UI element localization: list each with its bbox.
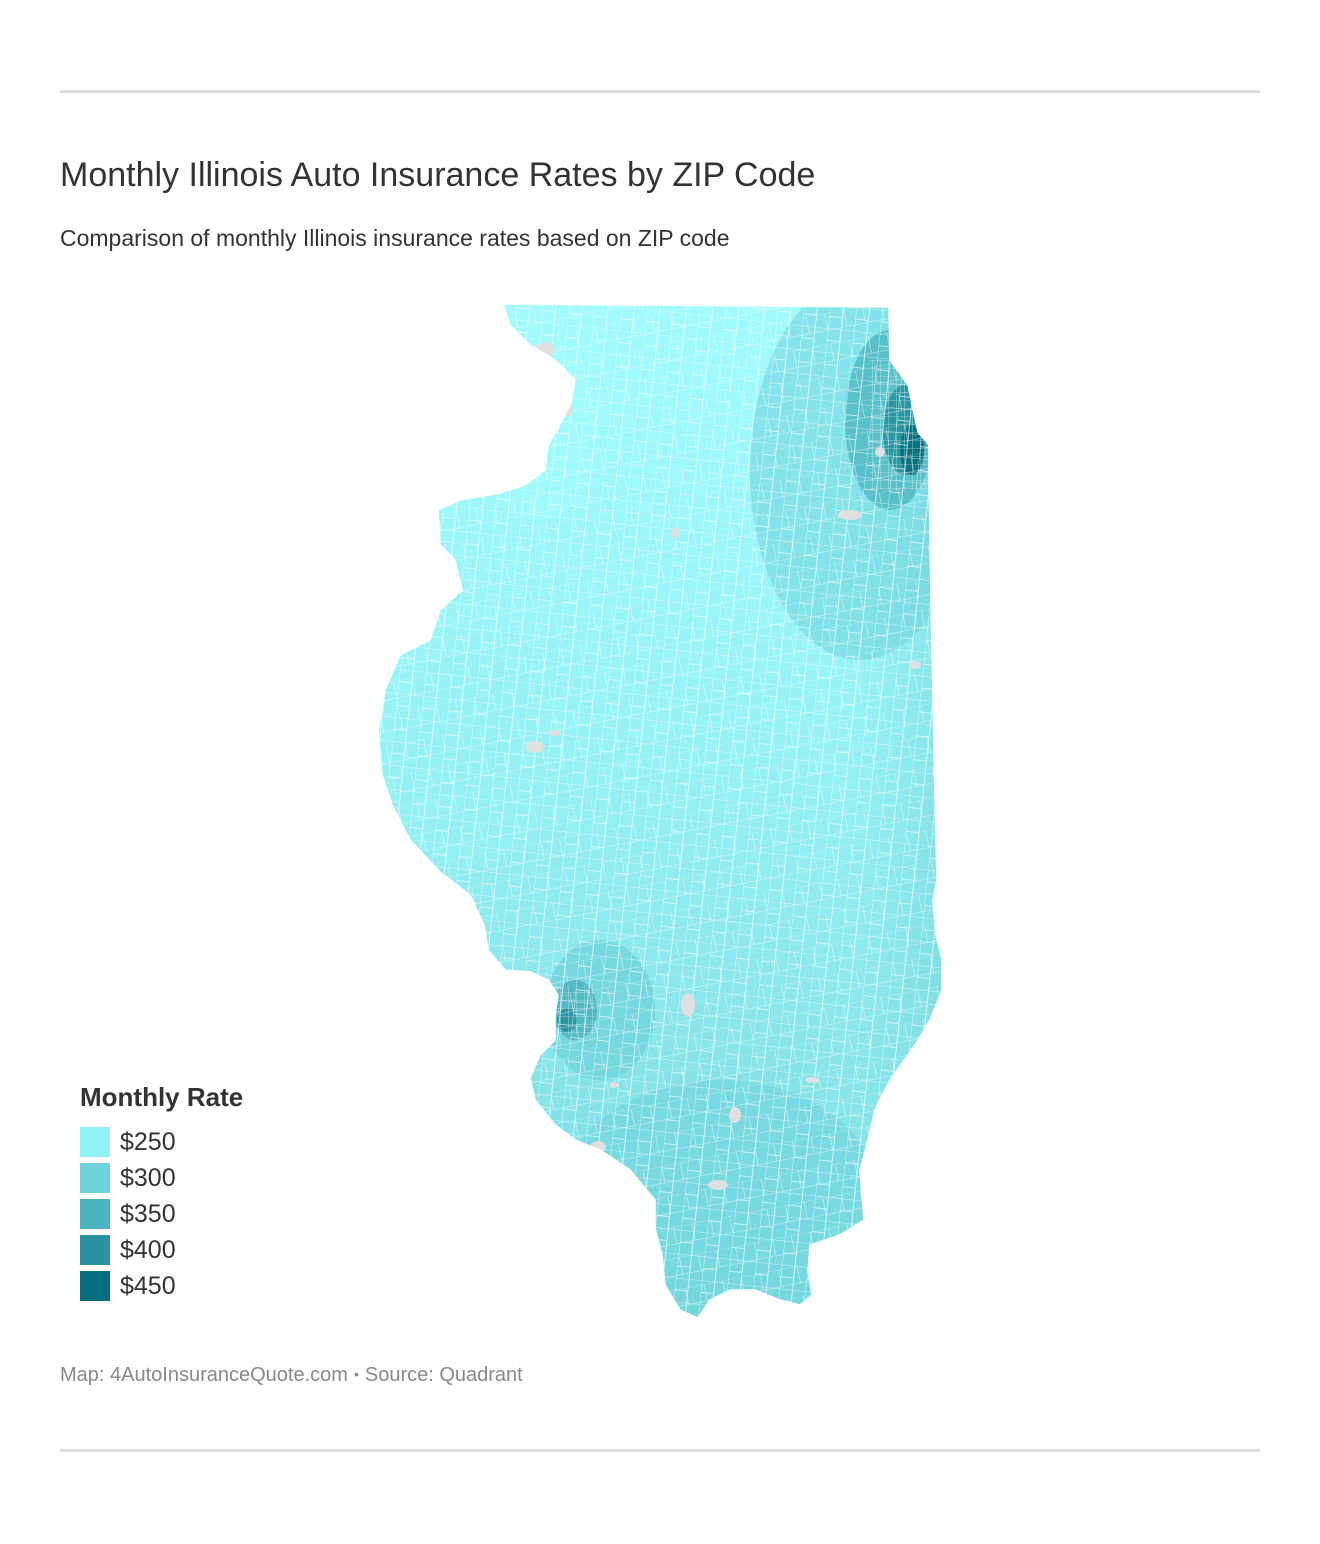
legend-item: $250 — [80, 1124, 340, 1160]
legend-label: $250 — [120, 1127, 176, 1156]
page-subtitle: Comparison of monthly Illinois insurance… — [60, 225, 730, 251]
legend-label: $400 — [120, 1235, 176, 1264]
legend-item: $400 — [80, 1232, 340, 1268]
legend-label: $450 — [120, 1271, 176, 1300]
legend-swatch — [80, 1235, 110, 1265]
legend-label: $350 — [120, 1199, 176, 1228]
legend-swatch — [80, 1271, 110, 1301]
map-credits: Map: 4AutoInsuranceQuote.com • Source: Qua… — [60, 1364, 523, 1387]
page-title: Monthly Illinois Auto Insurance Rates by… — [60, 156, 816, 194]
legend-label: $300 — [120, 1163, 176, 1192]
legend-item: $450 — [80, 1268, 340, 1304]
legend-swatch — [80, 1163, 110, 1193]
source-credit: Source: Quadrant — [364, 1364, 523, 1386]
legend-title: Monthly Rate — [80, 1082, 244, 1112]
map-legend: Monthly Rate $250 $300 $350 $400 $450 — [80, 1080, 340, 1304]
legend-swatch — [80, 1127, 110, 1157]
bottom-divider — [60, 1449, 1260, 1452]
map-fill-layer — [378, 304, 942, 1318]
legend-item: $350 — [80, 1196, 340, 1232]
legend-swatch — [80, 1199, 110, 1229]
top-divider — [60, 90, 1260, 93]
legend-item: $300 — [80, 1160, 340, 1196]
credit-separator: • — [353, 1366, 359, 1382]
map-credit: Map: 4AutoInsuranceQuote.com — [60, 1364, 348, 1386]
